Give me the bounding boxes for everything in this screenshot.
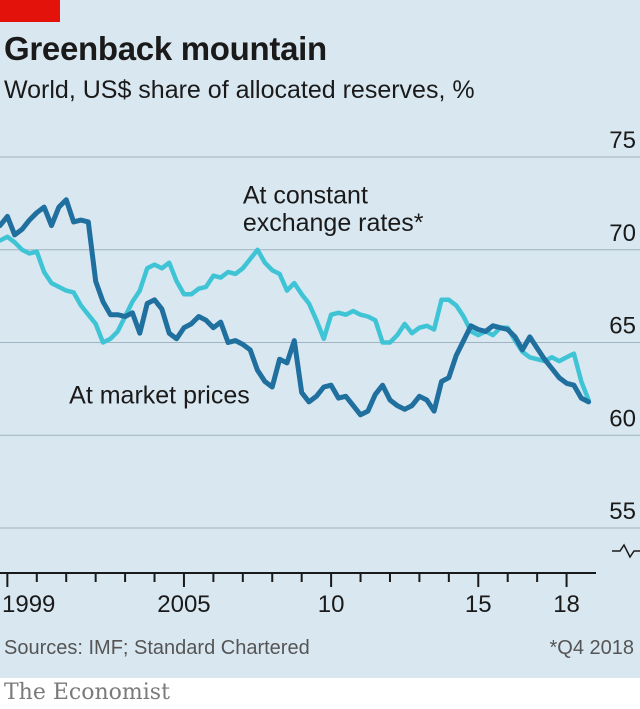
y-tick-label-55: 55 — [609, 498, 636, 525]
chart-title: Greenback mountain — [4, 30, 327, 67]
y-tick-labels: 75 70 65 60 55 — [609, 127, 636, 525]
brand-logo: The Economist — [4, 680, 170, 705]
annotation-1: exchange rates* — [243, 209, 424, 237]
y-tick-label-60: 60 — [609, 405, 636, 432]
footnote: *Q4 2018 — [549, 637, 634, 659]
source-note: Sources: IMF; Standard Chartered — [4, 637, 310, 659]
series-lines — [0, 197, 592, 418]
series-line-constant-exchange-rates — [0, 234, 591, 403]
x-tick-label-15: 15 — [465, 591, 492, 618]
y-tick-label-70: 70 — [609, 220, 636, 247]
brand-tag — [0, 0, 60, 22]
chart-subtitle: World, US$ share of allocated reserves, … — [4, 76, 475, 104]
annotation-0: At constant — [243, 181, 368, 209]
axis-break-icon — [612, 543, 640, 559]
x-tick-label-1999: 1999 — [2, 591, 55, 618]
x-axis: 1999 2005 10 15 18 — [0, 543, 640, 618]
annotation-2: At market prices — [69, 382, 250, 410]
x-tick-label-2005: 2005 — [157, 591, 210, 618]
y-tick-label-65: 65 — [609, 313, 636, 340]
y-tick-label-75: 75 — [609, 127, 636, 154]
series-line-market-prices — [0, 197, 592, 418]
x-tick-label-18: 18 — [553, 591, 580, 618]
x-tick-label-10: 10 — [318, 591, 345, 618]
chart-panel: Greenback mountain World, US$ share of a… — [0, 0, 640, 678]
